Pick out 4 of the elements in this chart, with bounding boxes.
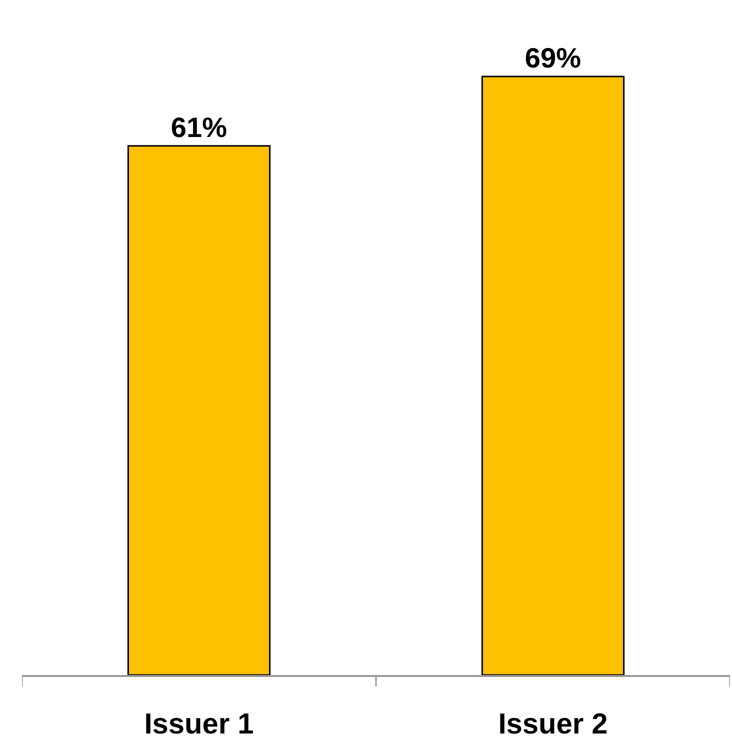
data-label: 69% xyxy=(524,42,582,74)
x-tick-label: Issuer 2 xyxy=(498,708,608,741)
data-label: 61% xyxy=(170,112,228,143)
x-tick-label: Issuer 1 xyxy=(144,708,254,741)
